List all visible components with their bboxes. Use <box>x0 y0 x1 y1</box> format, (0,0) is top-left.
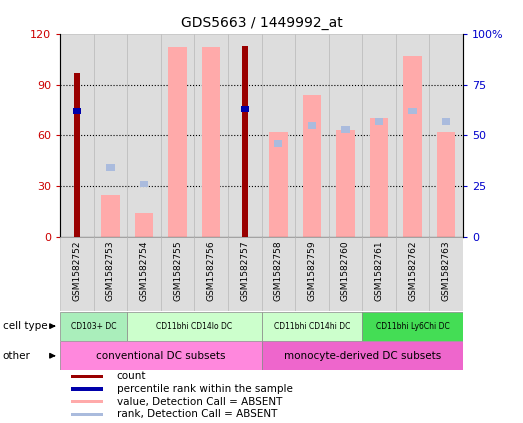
Title: GDS5663 / 1449992_at: GDS5663 / 1449992_at <box>180 16 343 30</box>
Bar <box>202 47 220 237</box>
Text: percentile rank within the sample: percentile rank within the sample <box>117 384 292 394</box>
Bar <box>60 237 94 311</box>
Bar <box>241 106 249 113</box>
Text: GSM1582754: GSM1582754 <box>140 241 149 301</box>
Bar <box>60 312 127 341</box>
Bar <box>127 237 161 311</box>
Bar <box>195 237 228 311</box>
Bar <box>336 130 355 237</box>
Bar <box>60 34 94 237</box>
Bar <box>341 126 349 133</box>
Bar <box>71 400 103 404</box>
Bar <box>127 34 161 237</box>
Text: GSM1582763: GSM1582763 <box>441 241 451 301</box>
Bar <box>71 387 103 391</box>
Bar <box>396 34 429 237</box>
Text: GSM1582756: GSM1582756 <box>207 241 215 301</box>
Text: CD11bhi CD14lo DC: CD11bhi CD14lo DC <box>156 321 232 331</box>
Text: conventional DC subsets: conventional DC subsets <box>96 351 225 361</box>
Bar <box>375 118 383 124</box>
Bar <box>362 237 396 311</box>
Bar <box>269 132 288 237</box>
Bar <box>106 165 115 171</box>
Bar <box>295 34 328 237</box>
Bar <box>135 213 153 237</box>
Bar <box>228 34 262 237</box>
Bar <box>308 122 316 129</box>
Bar <box>60 341 262 370</box>
Bar <box>127 312 262 341</box>
Text: monocyte-derived DC subsets: monocyte-derived DC subsets <box>283 351 441 361</box>
Bar <box>161 237 195 311</box>
Bar <box>442 118 450 124</box>
Bar <box>242 46 248 237</box>
Bar <box>161 34 195 237</box>
Text: GSM1582762: GSM1582762 <box>408 241 417 301</box>
Bar <box>328 34 362 237</box>
Bar <box>262 34 295 237</box>
Text: CD103+ DC: CD103+ DC <box>71 321 117 331</box>
Bar <box>74 73 80 237</box>
Bar <box>94 237 127 311</box>
Bar <box>274 140 282 147</box>
Text: value, Detection Call = ABSENT: value, Detection Call = ABSENT <box>117 397 282 407</box>
Bar <box>362 34 396 237</box>
Text: GSM1582759: GSM1582759 <box>308 241 316 301</box>
Text: GSM1582757: GSM1582757 <box>240 241 249 301</box>
Text: cell type: cell type <box>3 321 47 331</box>
Text: GSM1582758: GSM1582758 <box>274 241 283 301</box>
Text: GSM1582752: GSM1582752 <box>72 241 82 301</box>
Bar <box>94 34 127 237</box>
Text: other: other <box>3 351 30 361</box>
Bar <box>262 341 463 370</box>
Bar <box>140 181 148 187</box>
Text: count: count <box>117 371 146 381</box>
Bar <box>396 237 429 311</box>
Text: rank, Detection Call = ABSENT: rank, Detection Call = ABSENT <box>117 409 277 419</box>
Bar <box>429 237 463 311</box>
Bar <box>262 312 362 341</box>
Bar <box>303 95 321 237</box>
Bar <box>168 47 187 237</box>
Bar <box>262 237 295 311</box>
Bar <box>408 107 417 114</box>
Text: GSM1582761: GSM1582761 <box>374 241 383 301</box>
Bar <box>295 237 328 311</box>
Bar <box>101 195 120 237</box>
Bar <box>195 34 228 237</box>
Text: CD11bhi CD14hi DC: CD11bhi CD14hi DC <box>274 321 350 331</box>
Bar <box>71 374 103 378</box>
Text: GSM1582753: GSM1582753 <box>106 241 115 301</box>
Bar <box>73 107 81 114</box>
Bar <box>328 237 362 311</box>
Bar <box>437 132 456 237</box>
Bar <box>370 118 388 237</box>
Bar <box>429 34 463 237</box>
Text: GSM1582755: GSM1582755 <box>173 241 182 301</box>
Bar <box>362 312 463 341</box>
Text: CD11bhi Ly6Chi DC: CD11bhi Ly6Chi DC <box>376 321 449 331</box>
Bar <box>228 237 262 311</box>
Bar <box>403 56 422 237</box>
Bar <box>71 412 103 416</box>
Text: GSM1582760: GSM1582760 <box>341 241 350 301</box>
